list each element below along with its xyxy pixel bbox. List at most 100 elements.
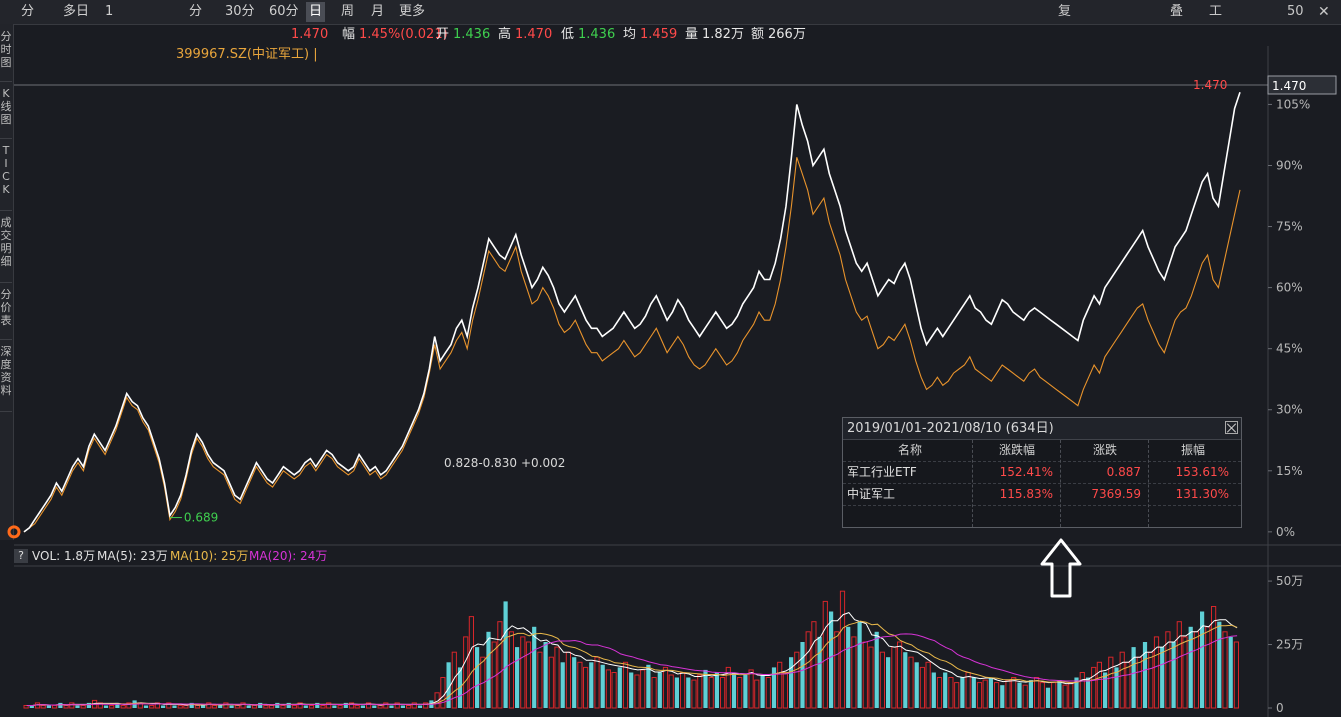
volume-bar <box>1148 651 1154 709</box>
volume-bar <box>1057 680 1062 708</box>
toolbar-right-item-2[interactable]: 工 <box>1209 4 1223 19</box>
volume-bar <box>251 705 258 709</box>
vol-value: 1.82万 <box>702 27 744 42</box>
side-tab-4[interactable]: 分价表 <box>0 288 12 327</box>
toolbar-right-item-3[interactable]: 50 <box>1287 4 1304 19</box>
volume-bar <box>640 669 646 709</box>
y-tick-label: 30% <box>1276 403 1303 417</box>
period-button-4[interactable]: 30分 <box>225 4 255 19</box>
stats-cell-3: 153.61% <box>1175 465 1229 479</box>
period-button-6[interactable]: 日 <box>306 2 326 22</box>
volume-bar <box>971 677 976 708</box>
volume-bar <box>851 636 857 709</box>
volume-bar <box>1051 682 1057 709</box>
toolbar-right-item-1[interactable]: 叠 <box>1170 4 1184 19</box>
high-label: 高 <box>498 27 512 42</box>
volume-bar <box>703 669 708 708</box>
price-tag-label: 1.470 <box>1272 79 1306 93</box>
volume-bar <box>1096 661 1103 709</box>
volume-bar <box>829 611 834 708</box>
volume-bar <box>1217 621 1222 708</box>
volume-bar <box>846 626 851 708</box>
volume-bar <box>332 705 337 708</box>
avg-value: 1.459 <box>640 27 678 42</box>
volume-bar <box>925 661 931 709</box>
stats-row[interactable]: 军工行业ETF 152.41% 0.887 153.61% <box>843 462 1241 483</box>
volume-bar <box>965 672 971 709</box>
toolbar-right-item-0[interactable]: 复 <box>1058 4 1072 19</box>
vol-y-tick-label: 50万 <box>1276 574 1303 588</box>
volume-bar <box>1193 631 1200 709</box>
volume-bar <box>143 705 149 708</box>
stats-row[interactable]: 中证军工 115.83% 7369.59 131.30% <box>843 484 1241 505</box>
stats-header-3: 振幅 <box>1180 443 1205 457</box>
volume-bar <box>1091 666 1097 709</box>
ma5-label: MA(5): 23万 <box>97 549 168 563</box>
open-value: 1.436 <box>453 27 491 42</box>
period-button-0[interactable]: 分 <box>21 4 35 19</box>
volume-bar <box>406 705 412 709</box>
volume-bar <box>86 702 91 708</box>
volume-bar <box>697 674 703 709</box>
period-button-1[interactable]: 多日 <box>63 4 90 19</box>
volume-bar <box>943 672 948 708</box>
stats-col-divider-0 <box>972 440 974 527</box>
amt-value: 266万 <box>768 27 806 42</box>
volume-bar <box>503 601 508 708</box>
side-tab-divider-2 <box>0 210 12 211</box>
volume-bar <box>577 661 583 709</box>
volume-bar <box>908 656 914 709</box>
volume-bar <box>1000 685 1005 708</box>
period-button-8[interactable]: 月 <box>371 4 385 19</box>
side-tab-divider-1 <box>0 138 12 139</box>
period-button-7[interactable]: 周 <box>341 4 355 19</box>
close-icon[interactable]: ✕ <box>1318 4 1330 20</box>
stats-col-divider-1 <box>1060 440 1062 527</box>
volume-bar <box>1005 679 1011 709</box>
side-tab-5[interactable]: 深度资料 <box>0 345 12 397</box>
volume-bar <box>417 705 423 708</box>
volume-bar <box>629 672 634 708</box>
side-tab-0[interactable]: 分时图 <box>0 30 12 69</box>
volume-bar <box>508 631 514 709</box>
volume-bar <box>874 631 879 708</box>
side-tab-3[interactable]: 成交明细 <box>0 216 12 268</box>
volume-bar <box>360 705 365 708</box>
volume-bar <box>211 705 218 709</box>
help-button[interactable]: ? <box>14 549 28 563</box>
volume-bar <box>394 702 400 709</box>
period-button-5[interactable]: 60分 <box>269 4 299 19</box>
volume-bar <box>634 674 640 709</box>
volume-bar <box>782 672 788 709</box>
volume-bar <box>201 705 206 708</box>
volume-bar <box>58 702 63 708</box>
volume-bar <box>234 705 240 709</box>
volume-bar <box>115 702 120 708</box>
y-tick-label: 75% <box>1276 220 1303 234</box>
change-value: 1.45%(0.021) <box>359 27 448 42</box>
volume-bar <box>1011 677 1017 709</box>
period-button-2[interactable]: 1 <box>105 4 114 19</box>
side-tab-divider-3 <box>0 282 12 283</box>
stats-title: 2019/01/01-2021/08/10 (634日) <box>843 418 1241 440</box>
volume-bar <box>988 677 993 708</box>
low-annotation: 0.689 <box>184 511 218 525</box>
volume-bar <box>291 705 297 709</box>
volume-bar <box>800 642 805 708</box>
volume-bar <box>269 705 275 709</box>
period-button-3[interactable]: 分 <box>189 4 203 19</box>
period-button-9[interactable]: 更多 <box>399 4 426 19</box>
volume-bar <box>725 666 731 709</box>
volume-bar <box>532 626 537 708</box>
vol-label: 量 <box>685 27 699 42</box>
y-tick-label: 15% <box>1276 464 1303 478</box>
stats-cell-3: 131.30% <box>1175 487 1229 501</box>
volume-bar <box>240 702 246 709</box>
last-price: 1.470 <box>291 27 329 42</box>
volume-bar <box>440 677 446 709</box>
amt-label: 额 <box>751 27 765 42</box>
close-icon[interactable] <box>1225 421 1238 434</box>
